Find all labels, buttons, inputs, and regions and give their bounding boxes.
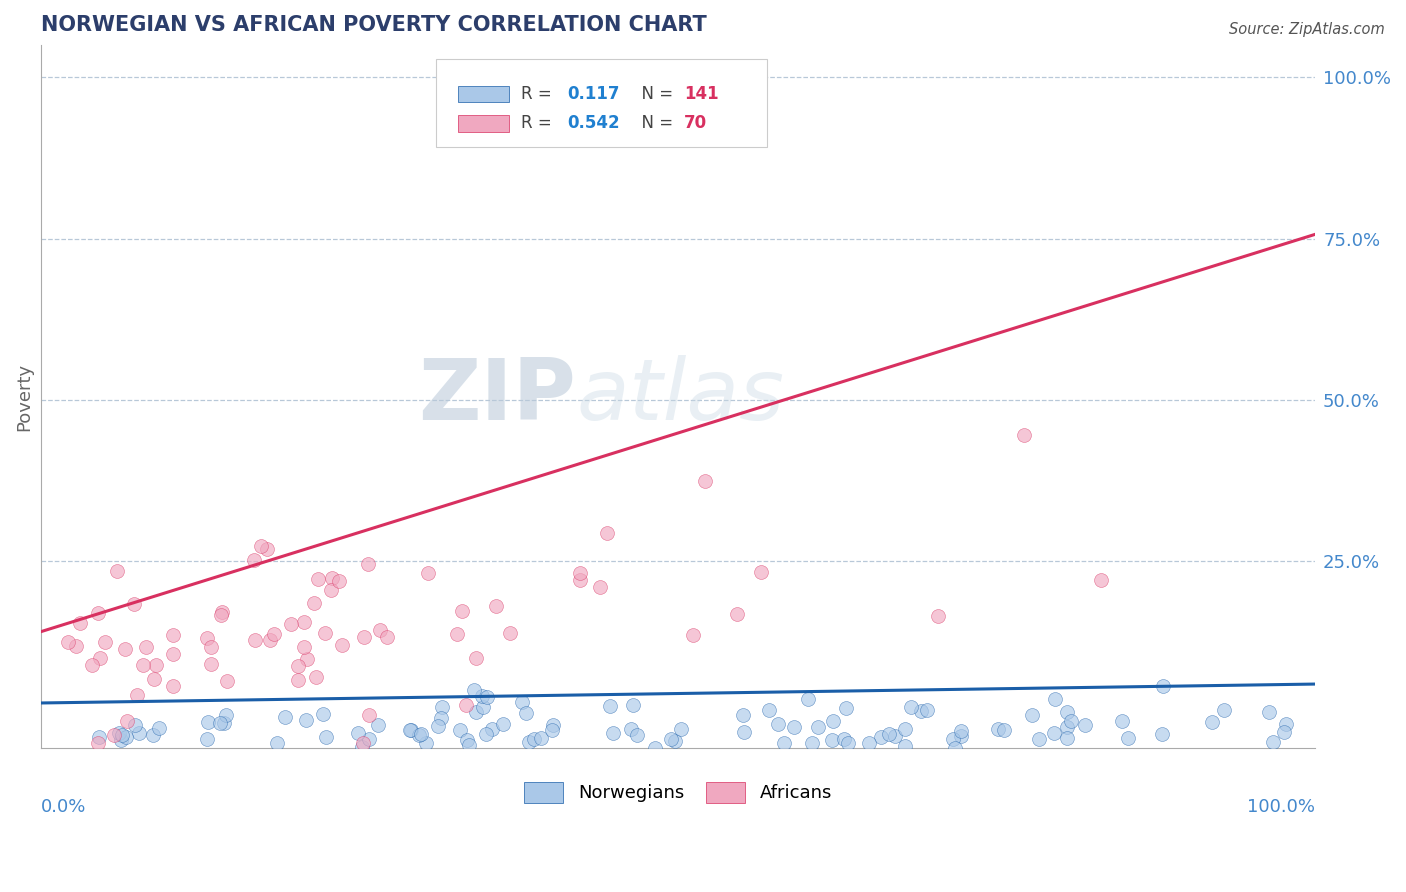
FancyBboxPatch shape bbox=[436, 59, 768, 147]
Text: 70: 70 bbox=[685, 114, 707, 132]
Bar bbox=[458, 115, 509, 131]
Text: R =: R = bbox=[522, 85, 557, 103]
Legend: Norwegians, Africans: Norwegians, Africans bbox=[516, 774, 839, 810]
Text: NORWEGIAN VS AFRICAN POVERTY CORRELATION CHART: NORWEGIAN VS AFRICAN POVERTY CORRELATION… bbox=[41, 15, 707, 35]
Text: R =: R = bbox=[522, 114, 557, 132]
Text: N =: N = bbox=[631, 85, 678, 103]
Text: Source: ZipAtlas.com: Source: ZipAtlas.com bbox=[1229, 22, 1385, 37]
Text: N =: N = bbox=[631, 114, 678, 132]
Text: 100.0%: 100.0% bbox=[1247, 797, 1315, 815]
Text: 0.117: 0.117 bbox=[567, 85, 620, 103]
Text: ZIP: ZIP bbox=[419, 355, 576, 438]
Y-axis label: Poverty: Poverty bbox=[15, 363, 32, 431]
Text: 141: 141 bbox=[685, 85, 718, 103]
Text: atlas: atlas bbox=[576, 355, 785, 438]
Bar bbox=[458, 86, 509, 102]
Text: 0.542: 0.542 bbox=[567, 114, 620, 132]
Text: 0.0%: 0.0% bbox=[41, 797, 87, 815]
